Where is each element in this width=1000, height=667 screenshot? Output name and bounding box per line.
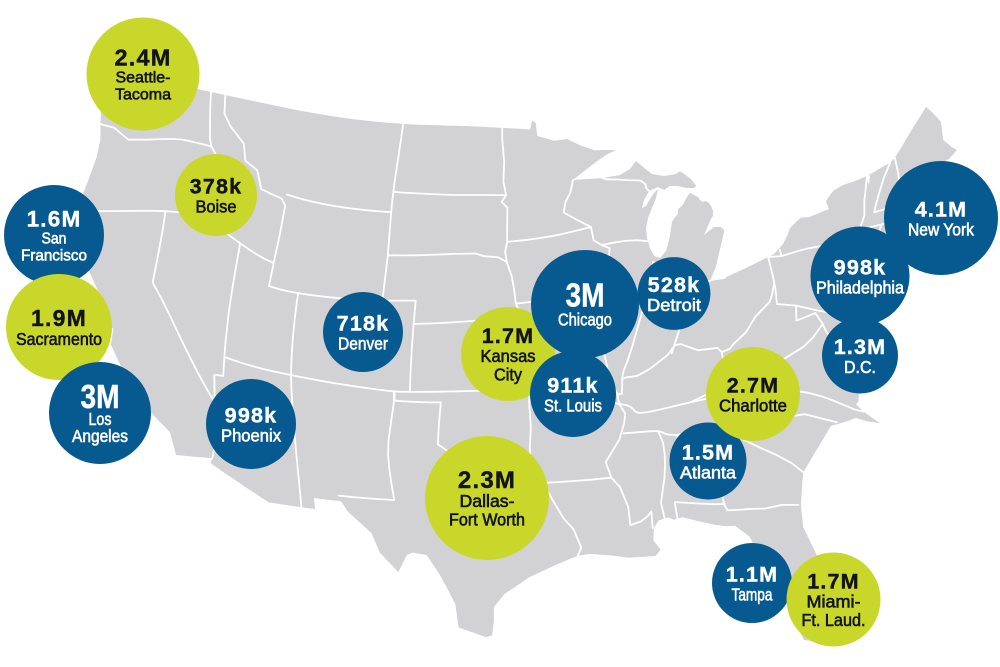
svg-text:Denver: Denver bbox=[338, 333, 388, 353]
svg-text:998k: 998k bbox=[834, 256, 887, 280]
svg-text:Philadelphia: Philadelphia bbox=[816, 277, 904, 297]
svg-text:Chicago: Chicago bbox=[558, 309, 612, 329]
svg-text:1.6M: 1.6M bbox=[27, 206, 82, 231]
svg-text:City: City bbox=[494, 365, 522, 385]
svg-text:Ft. Laud.: Ft. Laud. bbox=[802, 610, 866, 630]
svg-text:Boise: Boise bbox=[196, 196, 237, 216]
svg-text:Seattle-: Seattle- bbox=[116, 70, 171, 87]
svg-text:1.3M: 1.3M bbox=[834, 335, 887, 359]
svg-text:Fort Worth: Fort Worth bbox=[449, 510, 525, 530]
svg-text:Angeles: Angeles bbox=[72, 426, 128, 446]
svg-text:1.9M: 1.9M bbox=[31, 305, 87, 331]
svg-text:1.7M: 1.7M bbox=[807, 570, 860, 594]
svg-text:Charlotte: Charlotte bbox=[719, 395, 787, 415]
svg-text:Tampa: Tampa bbox=[732, 584, 773, 604]
svg-text:1.1M: 1.1M bbox=[726, 563, 779, 587]
svg-text:3M: 3M bbox=[81, 379, 120, 416]
svg-text:Los: Los bbox=[89, 409, 112, 429]
svg-text:3M: 3M bbox=[566, 278, 605, 315]
svg-text:St. Louis: St. Louis bbox=[544, 395, 602, 415]
svg-text:1.5M: 1.5M bbox=[682, 441, 735, 465]
svg-text:Kansas: Kansas bbox=[481, 346, 536, 366]
svg-text:Francisco: Francisco bbox=[21, 247, 87, 264]
svg-text:998k: 998k bbox=[225, 404, 278, 428]
svg-text:New York: New York bbox=[908, 219, 974, 239]
svg-text:528k: 528k bbox=[648, 273, 701, 297]
svg-text:Sacramento: Sacramento bbox=[16, 329, 102, 349]
svg-text:378k: 378k bbox=[190, 175, 243, 199]
svg-text:1.7M: 1.7M bbox=[482, 324, 535, 348]
svg-text:4.1M: 4.1M bbox=[915, 198, 968, 222]
svg-text:Dallas-: Dallas- bbox=[460, 491, 515, 511]
svg-text:San: San bbox=[42, 230, 67, 247]
svg-text:2.4M: 2.4M bbox=[114, 45, 171, 71]
svg-text:Phoenix: Phoenix bbox=[221, 425, 281, 445]
svg-text:911k: 911k bbox=[547, 374, 598, 398]
svg-text:Tacoma: Tacoma bbox=[115, 87, 171, 104]
svg-text:Detroit: Detroit bbox=[647, 295, 701, 315]
svg-text:Atlanta: Atlanta bbox=[680, 462, 736, 482]
svg-text:2.7M: 2.7M bbox=[727, 374, 780, 398]
svg-text:D.C.: D.C. bbox=[844, 357, 876, 377]
svg-text:2.3M: 2.3M bbox=[458, 467, 516, 494]
svg-text:718k: 718k bbox=[337, 312, 390, 336]
svg-text:Miami-: Miami- bbox=[807, 591, 861, 611]
